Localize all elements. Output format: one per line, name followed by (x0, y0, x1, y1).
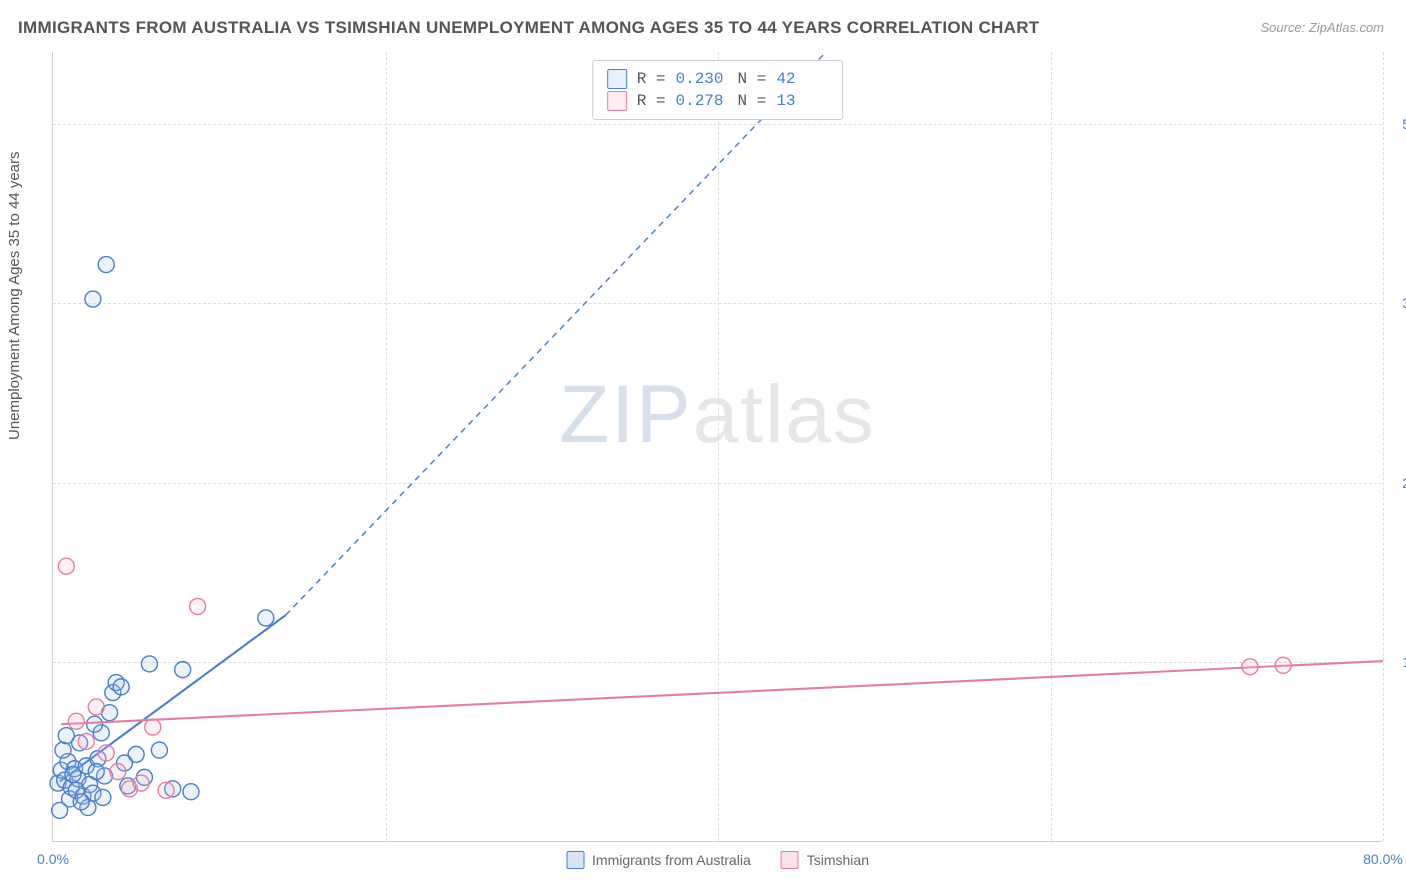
legend-n-label: N = (738, 92, 767, 110)
scatter-point (88, 699, 104, 715)
legend-n-label: N = (738, 70, 767, 88)
y-tick-label: 37.5% (1387, 295, 1406, 311)
trend-line (61, 661, 1383, 724)
scatter-point (1275, 657, 1291, 673)
legend-r-value: 0.278 (676, 92, 728, 110)
legend-item: Immigrants from Australia (566, 851, 751, 869)
scatter-point (95, 789, 111, 805)
scatter-svg (53, 52, 1382, 841)
legend-swatch (607, 91, 627, 111)
scatter-point (158, 782, 174, 798)
trend-line-extension (286, 52, 826, 615)
scatter-point (133, 775, 149, 791)
scatter-point (258, 610, 274, 626)
x-tick-label: 80.0% (1363, 851, 1403, 867)
scatter-point (87, 716, 103, 732)
y-axis-label: Unemployment Among Ages 35 to 44 years (6, 151, 23, 440)
legend-n-value: 42 (776, 70, 828, 88)
scatter-point (98, 257, 114, 273)
scatter-point (73, 794, 89, 810)
legend-item: Tsimshian (781, 851, 869, 869)
legend-stat-row: R = 0.278 N = 13 (607, 91, 829, 111)
scatter-point (58, 558, 74, 574)
legend-swatch (566, 851, 584, 869)
scatter-point (141, 656, 157, 672)
y-tick-label: 50.0% (1387, 116, 1406, 132)
legend-r-label: R = (637, 70, 666, 88)
scatter-point (68, 713, 84, 729)
scatter-point (110, 764, 126, 780)
scatter-point (113, 679, 129, 695)
legend-r-value: 0.230 (676, 70, 728, 88)
legend-label: Immigrants from Australia (592, 852, 751, 868)
legend-swatch (607, 69, 627, 89)
series-legend: Immigrants from Australia Tsimshian (566, 851, 869, 869)
scatter-point (98, 745, 114, 761)
scatter-point (78, 733, 94, 749)
scatter-point (175, 662, 191, 678)
y-tick-label: 25.0% (1387, 475, 1406, 491)
scatter-point (151, 742, 167, 758)
legend-stat-row: R = 0.230 N = 42 (607, 69, 829, 89)
scatter-point (65, 766, 81, 782)
legend-n-value: 13 (776, 92, 828, 110)
x-tick-label: 0.0% (37, 851, 69, 867)
correlation-legend: R = 0.230 N = 42 R = 0.278 N = 13 (592, 60, 844, 120)
legend-r-label: R = (637, 92, 666, 110)
scatter-point (145, 719, 161, 735)
source-attribution: Source: ZipAtlas.com (1260, 20, 1384, 35)
scatter-point (183, 784, 199, 800)
scatter-point (85, 291, 101, 307)
plot-area: ZIPatlas 12.5%25.0%37.5%50.0%0.0%80.0% R… (52, 52, 1382, 842)
chart-title: IMMIGRANTS FROM AUSTRALIA VS TSIMSHIAN U… (18, 18, 1039, 38)
scatter-point (1242, 659, 1258, 675)
scatter-point (58, 728, 74, 744)
legend-label: Tsimshian (807, 852, 869, 868)
y-tick-label: 12.5% (1387, 654, 1406, 670)
scatter-point (55, 742, 71, 758)
scatter-point (190, 598, 206, 614)
vertical-gridline (1383, 52, 1384, 841)
scatter-point (52, 802, 68, 818)
scatter-point (88, 764, 104, 780)
legend-swatch (781, 851, 799, 869)
